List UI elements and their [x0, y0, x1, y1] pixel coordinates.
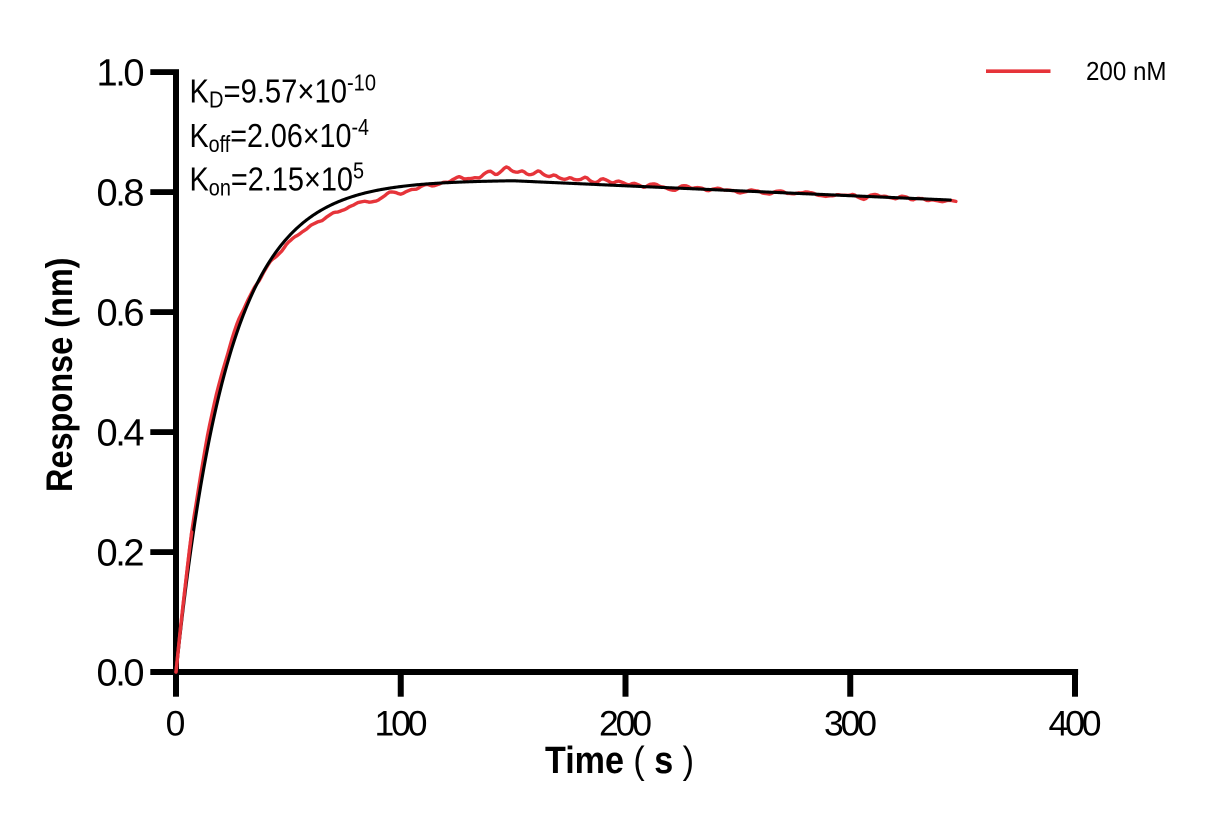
svg-text:0: 0 [166, 704, 186, 744]
svg-text:0.0: 0.0 [97, 653, 145, 695]
svg-text:KD=9.57×10-10: KD=9.57×10-10 [190, 70, 377, 113]
svg-text:200 nM: 200 nM [1086, 56, 1167, 86]
svg-text:100: 100 [375, 704, 428, 744]
svg-text:Response (nm): Response (nm) [39, 258, 80, 493]
svg-text:Time ( s ): Time ( s ) [545, 740, 694, 782]
svg-text:400: 400 [1049, 704, 1102, 744]
svg-text:200: 200 [599, 704, 652, 744]
svg-text:0.8: 0.8 [97, 173, 145, 215]
svg-text:0.6: 0.6 [97, 293, 145, 335]
svg-text:0.4: 0.4 [97, 413, 145, 455]
svg-text:0.2: 0.2 [97, 533, 145, 575]
svg-text:1.0: 1.0 [97, 53, 145, 95]
svg-text:300: 300 [824, 704, 877, 744]
svg-text:Koff=2.06×10-4: Koff=2.06×10-4 [190, 114, 370, 157]
